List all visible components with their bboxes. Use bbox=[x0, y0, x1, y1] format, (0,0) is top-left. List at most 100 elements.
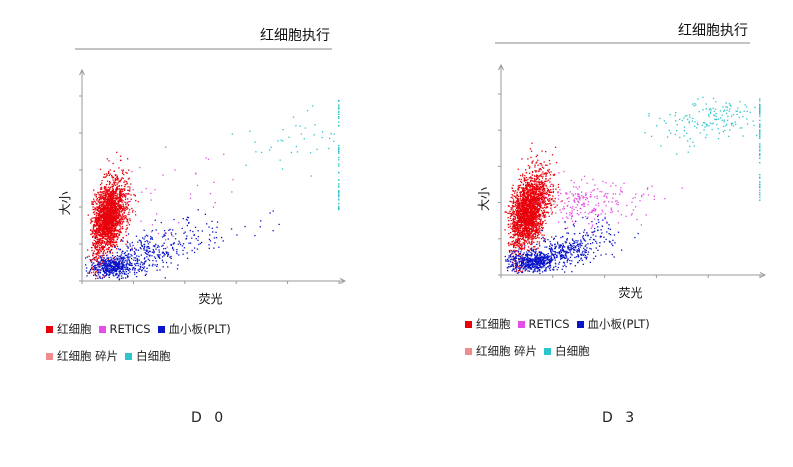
scatter-point-rbc bbox=[101, 230, 103, 232]
scatter-point-rbc bbox=[94, 217, 96, 219]
scatter-point-rbc bbox=[110, 208, 112, 210]
scatter-point-rbc bbox=[510, 227, 512, 229]
scatter-point-plt bbox=[151, 237, 153, 239]
scatter-point-retics bbox=[156, 213, 158, 215]
scatter-point-rbc bbox=[99, 214, 101, 216]
scatter-point-rbc bbox=[531, 201, 533, 203]
scatter-point-plt bbox=[254, 234, 256, 237]
scatter-point-plt bbox=[121, 239, 123, 241]
scatter-point-plt bbox=[136, 258, 138, 260]
scatter-point-rbc bbox=[96, 228, 98, 230]
scatter-point-rbc bbox=[112, 210, 114, 213]
scatter-point-wbc bbox=[322, 131, 324, 133]
scatter-point-plt bbox=[115, 273, 118, 275]
legend-swatch-plt bbox=[157, 325, 165, 333]
scatter-point-plt bbox=[127, 233, 130, 235]
scatter-point-rbc bbox=[529, 186, 531, 188]
scatter-point-rbc bbox=[531, 213, 533, 215]
scatter-point-rbc bbox=[106, 217, 108, 219]
scatter-point-plt bbox=[236, 234, 238, 236]
scatter-point-rbc bbox=[96, 258, 98, 260]
scatter-point-rbc bbox=[105, 188, 108, 190]
scatter-point-rbc bbox=[524, 199, 526, 201]
scatter-point-rbc bbox=[540, 169, 542, 171]
scatter-point-rbc bbox=[114, 245, 116, 247]
scatter-point-rbc bbox=[95, 229, 98, 231]
scatter-point-rbc bbox=[109, 186, 111, 188]
scatter-point-rbc bbox=[540, 193, 543, 195]
scatter-point-rbc bbox=[532, 216, 534, 218]
scatter-point-rbc bbox=[535, 208, 538, 210]
scatter-point-rbc bbox=[102, 276, 104, 278]
scatter-point-rbc bbox=[96, 214, 98, 216]
scatter-point-rbc bbox=[106, 239, 108, 241]
scatter-point-rbc bbox=[109, 240, 112, 242]
scatter-point-rbc bbox=[106, 241, 108, 243]
scatter-point-plt bbox=[156, 264, 158, 266]
scatter-point-plt bbox=[162, 252, 165, 254]
scatter-point-rbc bbox=[537, 247, 539, 249]
scatter-point-rbc bbox=[109, 230, 111, 232]
scatter-point-plt bbox=[244, 225, 246, 228]
scatter-point-plt bbox=[122, 259, 124, 261]
scatter-point-rbc bbox=[102, 224, 105, 226]
scatter-point-plt bbox=[166, 251, 168, 253]
scatter-point-rbc bbox=[528, 241, 530, 243]
scatter-point-plt bbox=[137, 269, 139, 271]
scatter-point-plt bbox=[156, 265, 158, 268]
legend-label-plt: 血小板(PLT) bbox=[168, 322, 231, 336]
scatter-point-rbc bbox=[102, 252, 104, 254]
scatter-point-plt bbox=[115, 263, 117, 265]
scatter-point-rbc bbox=[509, 200, 511, 202]
scatter-point-rbc bbox=[116, 232, 118, 235]
scatter-point-rbc bbox=[546, 203, 549, 205]
scatter-point-rbc bbox=[109, 188, 111, 190]
scatter-point-rbc bbox=[518, 218, 520, 220]
scatter-point-rbc bbox=[531, 219, 533, 221]
scatter-point-rbc bbox=[107, 197, 109, 199]
scatter-point-plt bbox=[98, 271, 100, 273]
scatter-point-rbc bbox=[530, 232, 532, 234]
scatter-point-plt bbox=[127, 272, 129, 275]
scatter-point-rbc bbox=[99, 230, 101, 232]
scatter-point-rbc bbox=[525, 207, 527, 209]
scatter-point-wbc bbox=[338, 116, 340, 118]
scatter-point-plt bbox=[104, 271, 106, 273]
scatter-point-plt bbox=[170, 255, 172, 258]
scatter-point-rbc bbox=[527, 243, 529, 245]
scatter-point-plt bbox=[93, 268, 95, 270]
scatter-point-rbc bbox=[97, 246, 99, 248]
scatter-point-plt bbox=[143, 249, 145, 251]
scatter-point-rbc bbox=[116, 230, 118, 232]
scatter-point-rbc bbox=[100, 239, 102, 242]
scatter-point-rbc bbox=[540, 197, 542, 199]
scatter-point-rbc bbox=[525, 181, 527, 184]
scatter-point-rbc bbox=[536, 212, 538, 214]
scatter-point-rbc bbox=[513, 225, 515, 227]
scatter-point-rbc bbox=[102, 216, 104, 218]
scatter-point-plt bbox=[134, 268, 136, 270]
scatter-point-plt bbox=[144, 270, 146, 272]
scatter-point-rbc bbox=[537, 224, 539, 226]
scatter-point-rbc bbox=[105, 175, 108, 177]
scatter-point-rbc bbox=[535, 223, 537, 225]
scatter-point-rbc bbox=[131, 247, 133, 249]
scatter-point-plt bbox=[99, 269, 101, 271]
scatter-point-rbc bbox=[113, 213, 115, 215]
scatter-point-plt bbox=[107, 269, 109, 271]
scatter-point-rbc bbox=[107, 188, 109, 191]
scatter-point-plt bbox=[191, 237, 193, 239]
scatter-point-rbc bbox=[123, 206, 125, 208]
scatter-point-rbc bbox=[116, 175, 118, 177]
scatter-point-rbc bbox=[123, 209, 126, 211]
scatter-point-rbc bbox=[103, 219, 105, 221]
scatter-point-rbc bbox=[110, 238, 112, 240]
scatter-point-plt bbox=[103, 260, 105, 262]
scatter-point-rbc bbox=[115, 198, 117, 200]
scatter-point-plt bbox=[154, 219, 156, 221]
scatter-point-rbc bbox=[116, 195, 118, 197]
scatter-point-rbc bbox=[535, 194, 538, 196]
scatter-point-rbc bbox=[513, 230, 515, 233]
scatter-point-rbc bbox=[514, 218, 517, 220]
scatter-point-plt bbox=[143, 243, 145, 246]
